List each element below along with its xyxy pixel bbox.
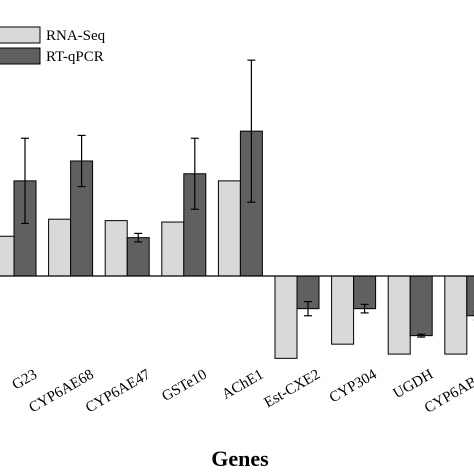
legend-swatch-rna-seq <box>0 26 41 44</box>
error-bars-layer <box>21 59 474 338</box>
x-axis-title: Genes <box>211 446 269 471</box>
bar-rna-seq-ugdh <box>387 275 411 355</box>
bars-layer <box>0 130 474 359</box>
bar-rt-qpcr-cyp304 <box>353 275 377 310</box>
legend: RNA-Seq RT-qPCR <box>0 26 106 65</box>
x-tick-label-cyp6ae47: CYP6AE47 <box>83 366 154 416</box>
bar-rna-seq-gste10 <box>161 221 185 277</box>
x-tick-label-cyp304: CYP304 <box>327 366 380 406</box>
bar-rt-qpcr-ugdh <box>409 275 433 337</box>
bar-rt-qpcr-cyp6ae47 <box>126 237 150 277</box>
x-tick-label-est-cxe2: Est-CXE2 <box>262 367 323 412</box>
bar-rt-qpcr-cyp6ab12 <box>466 275 474 317</box>
legend-swatch-rt-qpcr <box>0 47 41 65</box>
bar-rna-seq-est-cxe2 <box>274 275 298 359</box>
legend-label-rna-seq: RNA-Seq <box>46 28 106 44</box>
bar-rna-seq-cyp6ae23 <box>0 235 15 277</box>
x-tick-label-gste10: GSTe10 <box>159 367 209 405</box>
bar-rna-seq-cyp6ae68 <box>48 218 72 277</box>
x-tick-label-ugdh: UGDH <box>391 367 437 403</box>
x-tick-label-ache1: AChE1 <box>219 367 266 403</box>
x-tick-label-cyp6ae23: G23 <box>10 367 40 394</box>
legend-label-rt-qpcr: RT-qPCR <box>46 49 104 65</box>
bar-rna-seq-cyp304 <box>331 275 355 345</box>
bar-rna-seq-cyp6ae47 <box>104 220 128 277</box>
bar-rna-seq-ache1 <box>217 180 241 277</box>
bar-rna-seq-cyp6ab12 <box>444 275 468 355</box>
